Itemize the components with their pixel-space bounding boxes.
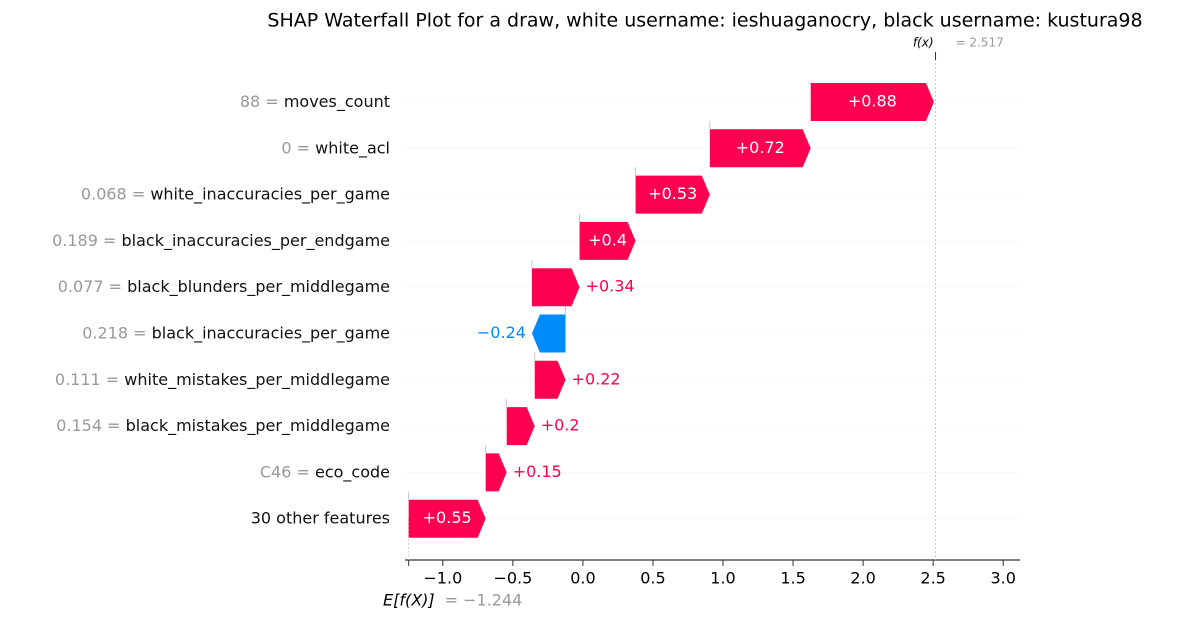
feature-label: C46 = eco_code: [260, 462, 390, 482]
base-value-label: = −1.244: [445, 591, 523, 610]
x-tick-label: 0.5: [640, 569, 665, 588]
feature-label: 0.189 = black_inaccuracies_per_endgame: [52, 230, 390, 250]
bar: [531, 268, 580, 307]
value-label: +0.34: [586, 277, 635, 296]
bar: [506, 407, 535, 446]
feature-value: 0 =: [281, 138, 310, 157]
output-label: f(x): [913, 36, 934, 50]
feature-name: black_inaccuracies_per_game: [152, 323, 390, 343]
value-label: +0.4: [588, 230, 627, 249]
feature-label: 0.154 = black_mistakes_per_middlegame: [56, 416, 390, 436]
bar: [709, 129, 811, 168]
x-tick-label: 3.0: [990, 569, 1015, 588]
bar: [810, 83, 934, 121]
bar: [485, 453, 507, 492]
feature-value: 0.218 =: [82, 323, 146, 342]
feature-label: 0.111 = white_mistakes_per_middlegame: [55, 369, 390, 389]
feature-name: 30 other features: [251, 508, 390, 527]
feature-name: black_mistakes_per_middlegame: [126, 416, 390, 436]
feature-name: white_acl: [315, 138, 390, 158]
feature-value: 0.111 =: [55, 369, 119, 388]
feature-value: 0.077 =: [58, 277, 122, 296]
feature-name: black_inaccuracies_per_endgame: [121, 230, 390, 250]
value-label: +0.88: [848, 92, 897, 111]
value-label: −0.24: [477, 323, 526, 342]
bar: [579, 221, 636, 260]
feature-label: 0.068 = white_inaccuracies_per_game: [81, 184, 390, 204]
value-label: +0.72: [736, 138, 785, 157]
x-tick-label: 2.5: [920, 569, 945, 588]
feature-label: 30 other features: [251, 508, 390, 527]
feature-name: moves_count: [284, 92, 390, 112]
feature-label: 0 = white_acl: [281, 138, 390, 158]
value-label: +0.15: [513, 462, 562, 481]
feature-label: 0.218 = black_inaccuracies_per_game: [82, 323, 390, 343]
feature-value: 88 =: [240, 92, 279, 111]
feature-name: white_inaccuracies_per_game: [150, 184, 390, 204]
feature-name: black_blunders_per_middlegame: [127, 277, 390, 297]
x-tick-label: −0.5: [493, 569, 532, 588]
bar: [408, 499, 486, 538]
x-tick-label: −1.0: [423, 569, 462, 588]
feature-value: 0.189 =: [52, 230, 116, 249]
feature-label: 88 = moves_count: [240, 92, 390, 112]
value-label: +0.53: [648, 184, 697, 203]
feature-name: white_mistakes_per_middlegame: [124, 369, 390, 389]
feature-value: 0.154 =: [56, 416, 120, 435]
x-tick-label: 2.0: [850, 569, 875, 588]
output-value-label: = 2.517: [956, 36, 1004, 50]
feature-value: 0.068 =: [81, 184, 145, 203]
value-label: +0.55: [423, 508, 472, 527]
chart-title: SHAP Waterfall Plot for a draw, white us…: [267, 10, 1142, 32]
base-label: E[f(X)]: [383, 591, 435, 610]
value-label: +0.2: [541, 416, 580, 435]
bar: [635, 175, 710, 214]
feature-name: eco_code: [315, 462, 390, 482]
x-tick-label: 1.5: [780, 569, 805, 588]
x-tick-label: 0.0: [570, 569, 595, 588]
value-label: +0.22: [572, 369, 621, 388]
bar: [534, 360, 566, 399]
bar: [531, 314, 566, 353]
x-tick-label: 1.0: [710, 569, 735, 588]
feature-label: 0.077 = black_blunders_per_middlegame: [58, 277, 390, 297]
feature-value: C46 =: [260, 462, 310, 481]
